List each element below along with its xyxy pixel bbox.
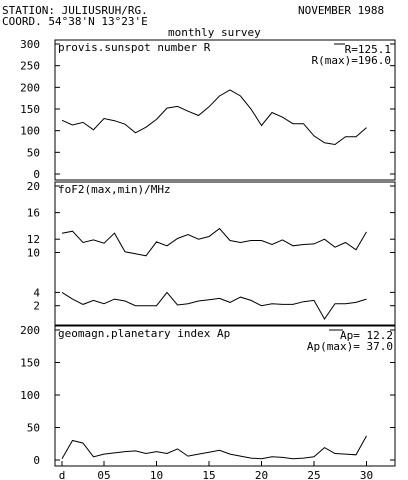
fof2-max-line [61,227,367,257]
sunspot-y-tick-label: 150 [20,103,40,116]
sunspot-mean-annotation: R=125.1 [345,43,391,56]
ap-x-tick-label: 25 [307,469,320,480]
sunspot-line [61,89,367,146]
ap-y-tick-label: 0 [33,454,40,467]
ap-y-tick-label: 50 [27,422,40,435]
ap-x-tick-label: 20 [255,469,268,480]
ap-line [61,435,367,460]
ap-y-axis: 0 50 100 150 200 [20,324,395,467]
fof2-min-line [61,291,367,320]
sunspot-title: provis.sunspot number R [58,41,211,54]
station-label: STATION: JULIUSRUH/RG. [2,4,148,17]
sunspot-panel-frame [54,39,396,181]
fof2-title: foF2(max,min)/MHz [58,183,171,196]
ap-y-tick-label: 150 [20,357,40,370]
ap-x-axis: d 05 10 15 20 25 30 [59,461,373,480]
ap-mean-annotation: Ap= 12.2 [340,329,393,342]
sunspot-y-tick-label: 100 [20,125,40,138]
ap-x-tick-label: 05 [97,469,110,480]
sunspot-y-tick-label: 0 [33,168,40,181]
sunspot-max-annotation: R(max)=196.0 [312,54,391,67]
fof2-panel-frame [54,181,396,326]
date-label: NOVEMBER 1988 [298,4,384,17]
ap-x-tick-label: 10 [150,469,163,480]
fof2-y-tick-label: 16 [27,207,40,220]
ap-panel-frame [54,325,396,467]
sunspot-y-tick-label: 50 [27,146,40,159]
fof2-series-group [61,227,367,320]
coord-label: COORD. 54°38'N 13°23'E [2,15,148,28]
ap-x-tick-label: 15 [202,469,215,480]
fof2-y-tick-label: 10 [27,247,40,260]
ap-series-group [61,435,367,460]
subtitle-label: monthly survey [168,26,261,39]
fof2-y-tick-label: 2 [33,300,40,313]
sunspot-panel: provis.sunspot number R R=125.1 R(max)=1… [20,38,396,181]
fof2-y-tick-label: 4 [33,286,40,299]
sunspot-y-tick-label: 250 [20,60,40,73]
ap-max-annotation: Ap(max)= 37.0 [307,340,393,353]
ap-y-tick-label: 100 [20,389,40,402]
fof2-y-tick-label: 12 [27,233,40,246]
sunspot-y-axis: 0 50 100 150 200 250 300 [20,38,395,181]
ap-x-tick-label: 30 [360,469,373,480]
fof2-y-tick-label: 20 [27,180,40,193]
ap-title: geomagn.planetary index Ap [58,327,230,340]
ap-panel: geomagn.planetary index Ap Ap= 12.2 Ap(m… [20,324,396,480]
ap-x-tick-label: d [59,469,66,480]
sunspot-y-tick-label: 300 [20,38,40,51]
sunspot-series-group [61,89,367,146]
sunspot-y-tick-label: 200 [20,81,40,94]
ap-y-tick-label: 200 [20,324,40,337]
